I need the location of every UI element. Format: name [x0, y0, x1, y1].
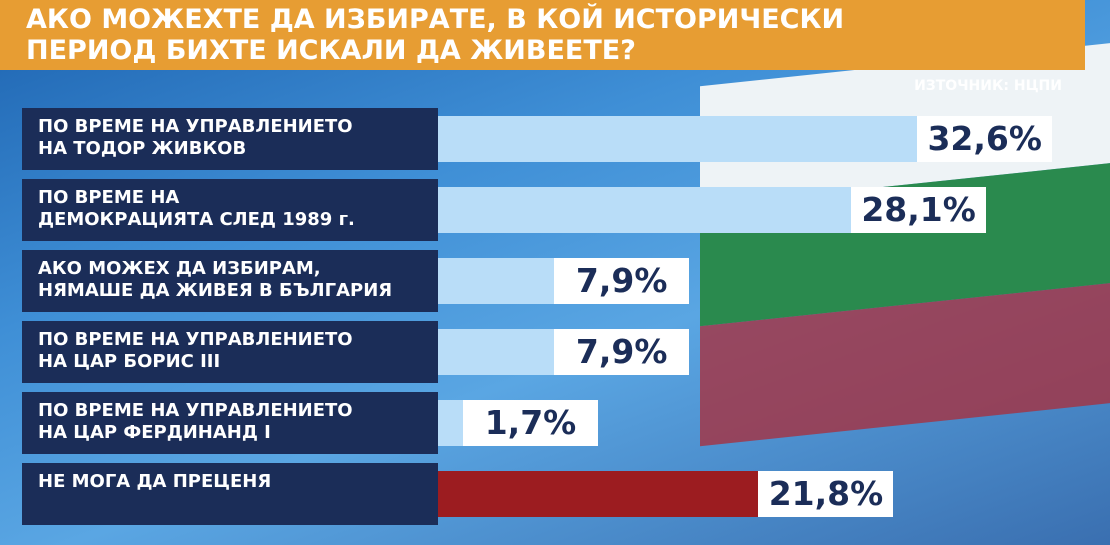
- category-label: ПО ВРЕМЕ НА УПРАВЛЕНИЕТО НА ТОДОР ЖИВКОВ: [22, 108, 438, 170]
- value-label: 32,6%: [917, 116, 1053, 162]
- value-label: 7,9%: [554, 258, 690, 304]
- value-label: 1,7%: [462, 400, 598, 446]
- category-label: ПО ВРЕМЕ НА УПРАВЛЕНИЕТО НА ЦАР БОРИС II…: [22, 321, 438, 383]
- value-label: 7,9%: [554, 329, 690, 375]
- value-label: 28,1%: [851, 187, 987, 233]
- source: ИЗТОЧНИК: НЦПИ: [914, 78, 1062, 94]
- value-label: 21,8%: [758, 471, 894, 517]
- category-label: НЕ МОГА ДА ПРЕЦЕНЯ: [22, 463, 438, 525]
- category-label: ПО ВРЕМЕ НА УПРАВЛЕНИЕТО НА ЦАР ФЕРДИНАН…: [22, 392, 438, 454]
- chart-title: АКО МОЖЕХТЕ ДА ИЗБИРАТЕ, В КОЙ ИСТОРИЧЕС…: [0, 0, 1085, 70]
- category-label: АКО МОЖЕХ ДА ИЗБИРАМ, НЯМАШЕ ДА ЖИВЕЯ В …: [22, 250, 438, 312]
- category-label: ПО ВРЕМЕ НА ДЕМОКРАЦИЯТА СЛЕД 1989 г.: [22, 179, 438, 241]
